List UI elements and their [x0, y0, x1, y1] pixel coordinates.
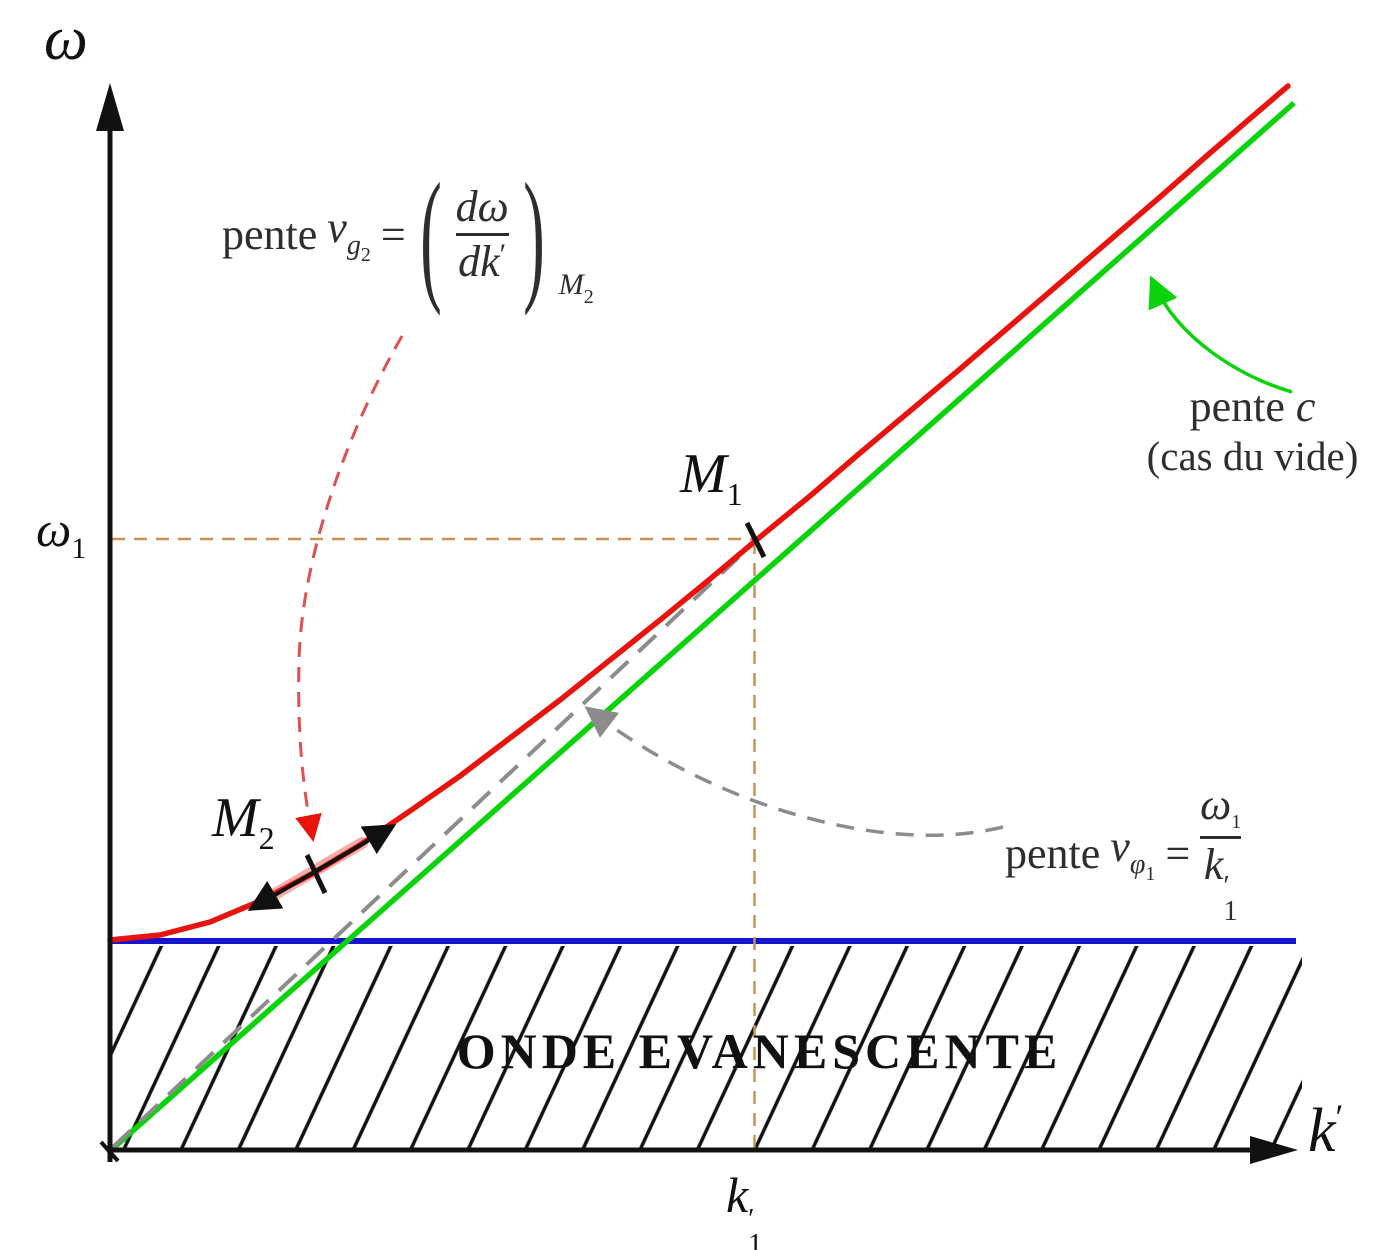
fraction-numerator: dω: [455, 182, 509, 231]
omega1-label: ω1: [36, 501, 87, 565]
m1-label: M1: [680, 443, 743, 512]
fraction-bar: [455, 233, 509, 237]
m1-tick: [744, 521, 767, 559]
k-axis-prime: ′: [1335, 1097, 1344, 1137]
vg2-symbol: vg2: [327, 203, 371, 267]
evanescent-region: [110, 946, 1302, 1150]
k1-prime-sub-stack: ′ 1: [748, 1204, 763, 1250]
fraction-bar: [1200, 836, 1242, 839]
dw-dk-fraction: dω dk′: [455, 182, 509, 287]
light-speed-line2: (cas du vide): [1146, 432, 1359, 479]
m2-subscript: M2: [558, 268, 594, 309]
right-parenthesis: ): [522, 152, 545, 317]
vg2-pointer-arrow: [295, 335, 404, 842]
y-axis-arrowhead: [96, 83, 124, 131]
k1-label: k ′ 1: [726, 1166, 762, 1250]
m2-tick: [304, 853, 328, 895]
fraction-denominator: k ′ 1: [1203, 840, 1238, 928]
light-speed-label: pente c (cas du vide): [1105, 382, 1400, 480]
k-axis-label: k′: [1308, 1097, 1344, 1165]
omega-axis-label: ω: [44, 5, 88, 73]
c-pointer-arrow: [1148, 275, 1293, 394]
evanescent-label: ONDE EVANESCENTE: [456, 1023, 1063, 1079]
x-axis-arrowhead: [1250, 1136, 1298, 1164]
light-line: [108, 100, 1296, 1154]
tangent-arrow: [247, 824, 397, 911]
w1-k1-fraction: ω1 k ′ 1: [1200, 780, 1242, 928]
m2-label: M2: [212, 787, 275, 856]
fraction-numerator: ω1: [1200, 780, 1242, 833]
left-parenthesis: (: [419, 152, 442, 317]
fraction-denominator: dk′: [458, 237, 507, 287]
vphi1-symbol: vφ1: [1110, 821, 1156, 885]
k1-prime-sub-stack: ′ 1: [1223, 871, 1238, 928]
group-velocity-label: pente vg2 = ( dω dk′ ) M2: [222, 152, 594, 317]
phase-velocity-label: pente vφ1 = ω1 k ′ 1: [1005, 780, 1242, 928]
vphi-pointer-arrow: [584, 706, 1004, 837]
light-speed-line1: pente c: [1189, 382, 1316, 431]
phase-velocity-line: [111, 538, 759, 1149]
